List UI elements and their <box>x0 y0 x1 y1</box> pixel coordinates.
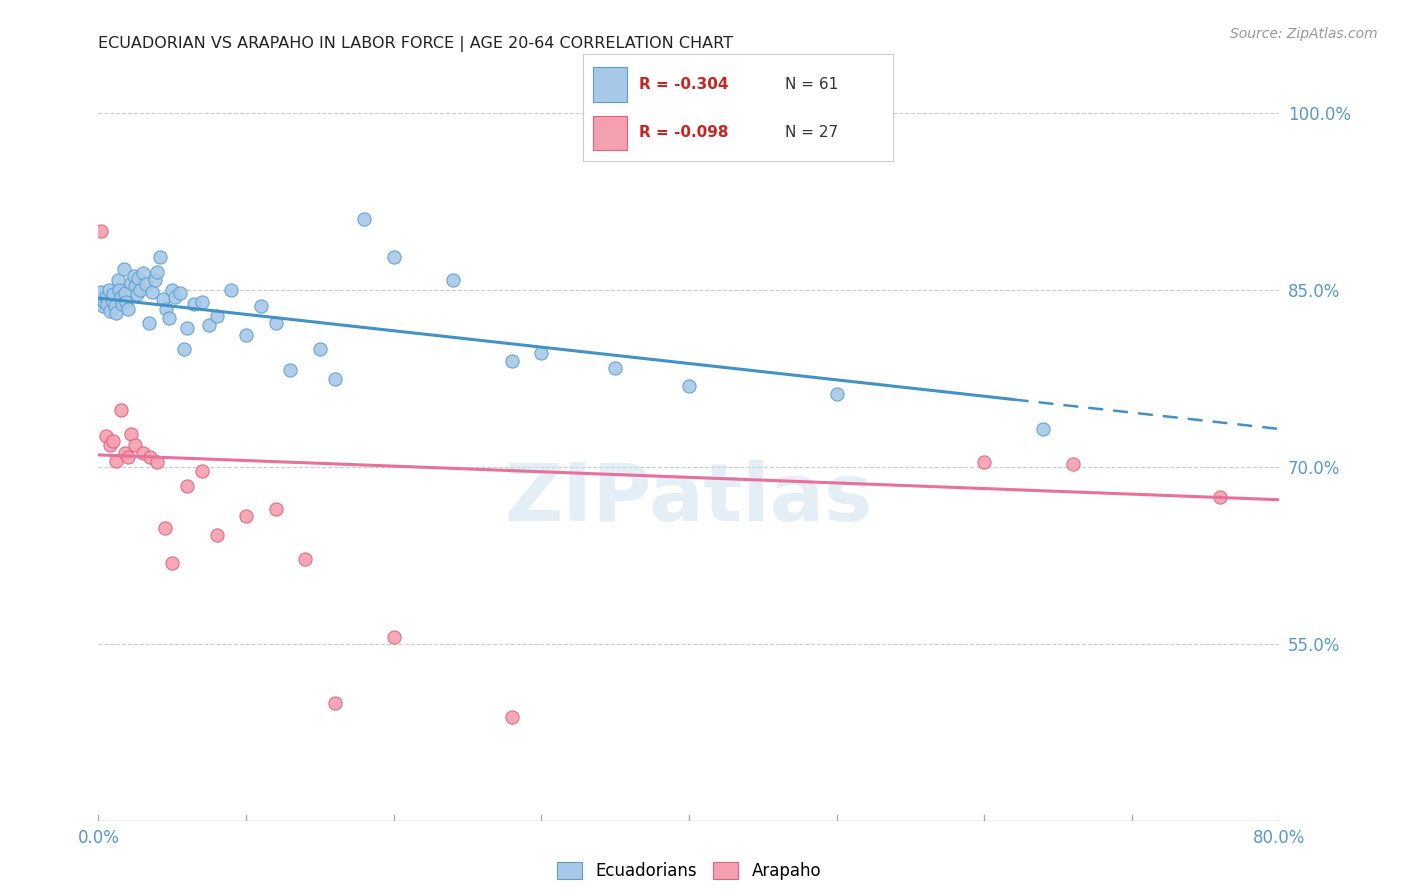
Point <box>125 287 148 301</box>
Point <box>1209 491 1232 505</box>
Point <box>94 290 117 304</box>
Point <box>264 316 287 330</box>
Point <box>162 557 183 571</box>
Point <box>91 299 114 313</box>
Point <box>146 265 169 279</box>
Point <box>93 294 115 309</box>
Point <box>110 403 132 417</box>
Point <box>120 276 142 290</box>
Point <box>114 286 136 301</box>
Point <box>104 299 127 313</box>
Point <box>157 311 180 326</box>
Point <box>152 292 174 306</box>
Point <box>114 445 136 459</box>
Point <box>138 316 160 330</box>
Point <box>169 286 191 301</box>
Point <box>191 465 214 479</box>
Point <box>173 342 195 356</box>
Point <box>98 304 121 318</box>
Point <box>108 283 131 297</box>
Text: Source: ZipAtlas.com: Source: ZipAtlas.com <box>1230 27 1378 41</box>
Point <box>198 318 221 333</box>
Point <box>191 294 214 309</box>
Point <box>135 277 157 291</box>
Point <box>124 279 146 293</box>
Point <box>124 438 146 452</box>
Point <box>117 450 139 465</box>
Point <box>162 283 183 297</box>
Point <box>122 268 145 283</box>
Point <box>98 438 121 452</box>
Point <box>110 290 132 304</box>
Point <box>149 250 172 264</box>
Point <box>97 283 120 297</box>
Point <box>103 287 125 301</box>
Point <box>250 299 273 313</box>
Text: N = 61: N = 61 <box>785 77 838 92</box>
Point <box>90 224 112 238</box>
Point <box>278 363 302 377</box>
Point <box>323 696 346 710</box>
Point <box>111 297 134 311</box>
Point <box>94 429 117 443</box>
Point <box>678 379 700 393</box>
Point <box>235 327 257 342</box>
Legend: Ecuadorians, Arapaho: Ecuadorians, Arapaho <box>550 855 828 887</box>
Point <box>294 551 316 566</box>
Point <box>117 301 139 316</box>
Text: R = -0.098: R = -0.098 <box>640 125 728 140</box>
Point <box>973 455 995 469</box>
Text: ECUADORIAN VS ARAPAHO IN LABOR FORCE | AGE 20-64 CORRELATION CHART: ECUADORIAN VS ARAPAHO IN LABOR FORCE | A… <box>98 36 734 52</box>
Point <box>501 353 523 368</box>
Text: ZIPatlas: ZIPatlas <box>505 459 873 538</box>
Point <box>323 372 346 386</box>
Point <box>205 309 228 323</box>
Point <box>165 290 187 304</box>
Point <box>96 297 118 311</box>
Point <box>382 630 405 644</box>
Point <box>90 285 112 299</box>
Point <box>141 285 163 299</box>
FancyBboxPatch shape <box>593 68 627 102</box>
Point <box>143 273 166 287</box>
Text: R = -0.304: R = -0.304 <box>640 77 728 92</box>
Point <box>128 283 150 297</box>
Point <box>825 386 848 401</box>
Point <box>264 502 287 516</box>
Point <box>176 478 198 492</box>
Point <box>105 454 128 468</box>
Point <box>103 434 125 448</box>
Point <box>105 306 128 320</box>
Point <box>309 342 332 356</box>
Point <box>112 261 135 276</box>
Point <box>441 273 464 287</box>
Point <box>605 360 627 375</box>
Point <box>127 271 149 285</box>
Point <box>1032 422 1054 436</box>
Point <box>139 450 162 465</box>
FancyBboxPatch shape <box>593 116 627 150</box>
Point <box>205 528 228 542</box>
Point <box>153 521 176 535</box>
Point <box>353 211 375 226</box>
Point <box>146 455 169 469</box>
Point <box>235 509 257 524</box>
Point <box>132 445 155 459</box>
Point <box>120 426 142 441</box>
Point <box>183 297 205 311</box>
Point <box>115 294 138 309</box>
Point <box>219 283 242 297</box>
Point <box>107 273 129 287</box>
Point <box>501 710 523 724</box>
Text: N = 27: N = 27 <box>785 125 838 140</box>
Point <box>132 266 155 280</box>
Point <box>1062 458 1084 472</box>
Point <box>382 250 405 264</box>
Point <box>100 293 122 308</box>
Point <box>176 320 198 334</box>
Point <box>530 346 553 360</box>
Point <box>89 292 111 306</box>
Point <box>155 301 177 316</box>
